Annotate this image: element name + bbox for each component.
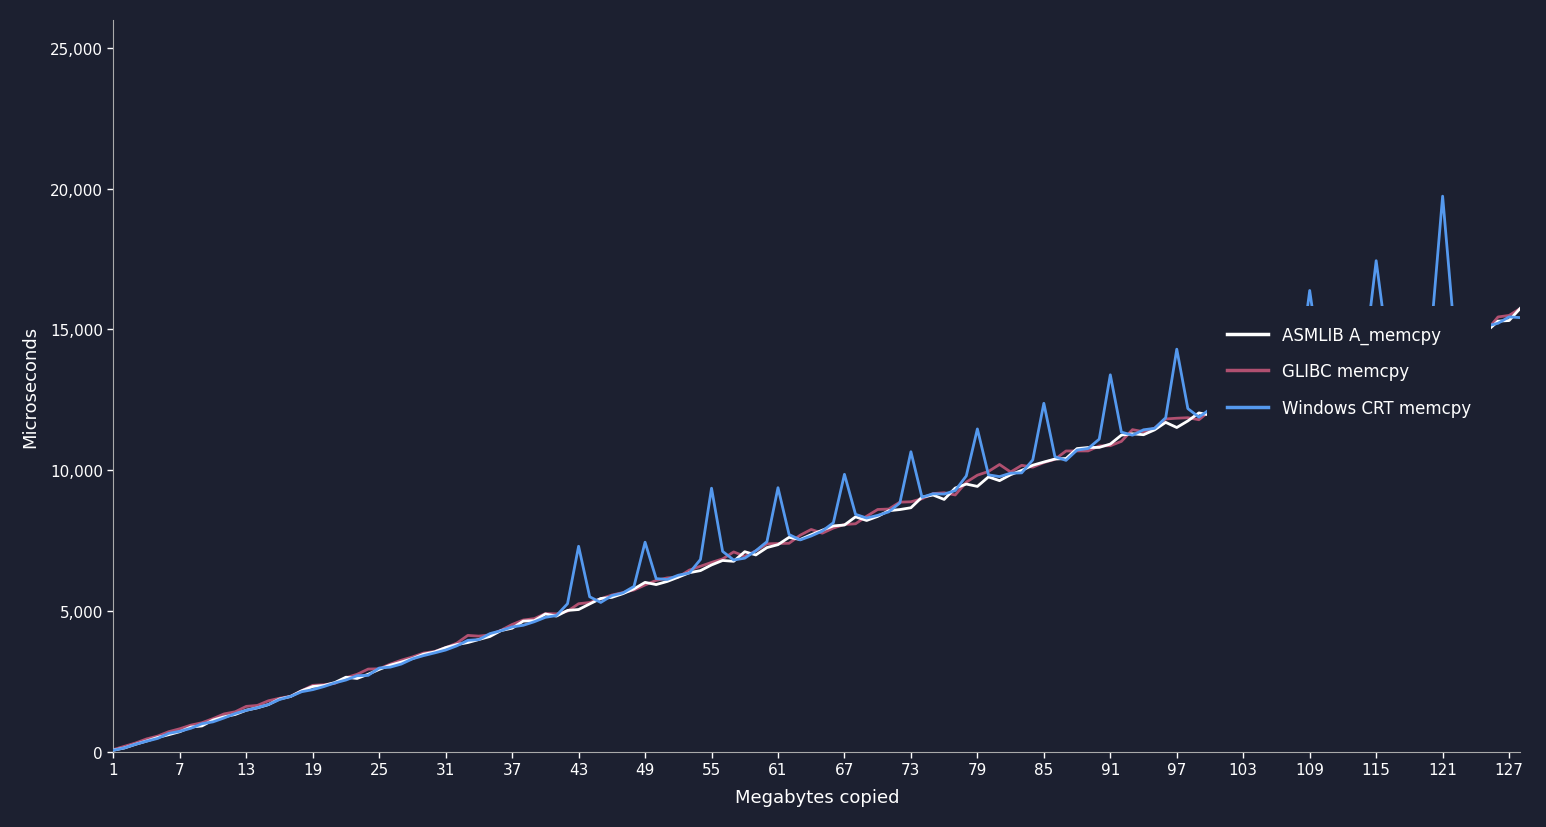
ASMLIB A_memcpy <box>1510 304 1529 314</box>
Legend: ASMLIB A_memcpy, GLIBC memcpy, Windows CRT memcpy: ASMLIB A_memcpy, GLIBC memcpy, Windows C… <box>1206 306 1490 437</box>
Line: GLIBC memcpy: GLIBC memcpy <box>113 309 1520 750</box>
Windows CRT memcpy <box>1311 363 1330 373</box>
GLIBC memcpy <box>1510 304 1529 314</box>
ASMLIB A_memcpy <box>835 520 853 530</box>
GLIBC memcpy <box>104 745 122 755</box>
X-axis label: Megabytes copied: Megabytes copied <box>734 788 900 806</box>
Line: Windows CRT memcpy: Windows CRT memcpy <box>113 197 1520 750</box>
GLIBC memcpy <box>680 566 699 576</box>
GLIBC memcpy <box>1311 368 1330 378</box>
ASMLIB A_memcpy <box>447 640 465 650</box>
GLIBC memcpy <box>447 638 465 648</box>
GLIBC memcpy <box>625 586 643 595</box>
Windows CRT memcpy <box>104 745 122 755</box>
Windows CRT memcpy <box>1510 313 1529 323</box>
GLIBC memcpy <box>1444 334 1463 344</box>
Windows CRT memcpy <box>1433 192 1452 202</box>
Windows CRT memcpy <box>625 581 643 591</box>
Y-axis label: Microseconds: Microseconds <box>20 325 39 447</box>
ASMLIB A_memcpy <box>1444 337 1463 347</box>
ASMLIB A_memcpy <box>104 745 122 755</box>
ASMLIB A_memcpy <box>625 584 643 594</box>
ASMLIB A_memcpy <box>1311 372 1330 382</box>
Windows CRT memcpy <box>835 470 853 480</box>
ASMLIB A_memcpy <box>680 568 699 578</box>
Windows CRT memcpy <box>1455 326 1473 336</box>
Line: ASMLIB A_memcpy: ASMLIB A_memcpy <box>113 309 1520 750</box>
GLIBC memcpy <box>835 520 853 530</box>
Windows CRT memcpy <box>680 568 699 578</box>
Windows CRT memcpy <box>447 641 465 651</box>
